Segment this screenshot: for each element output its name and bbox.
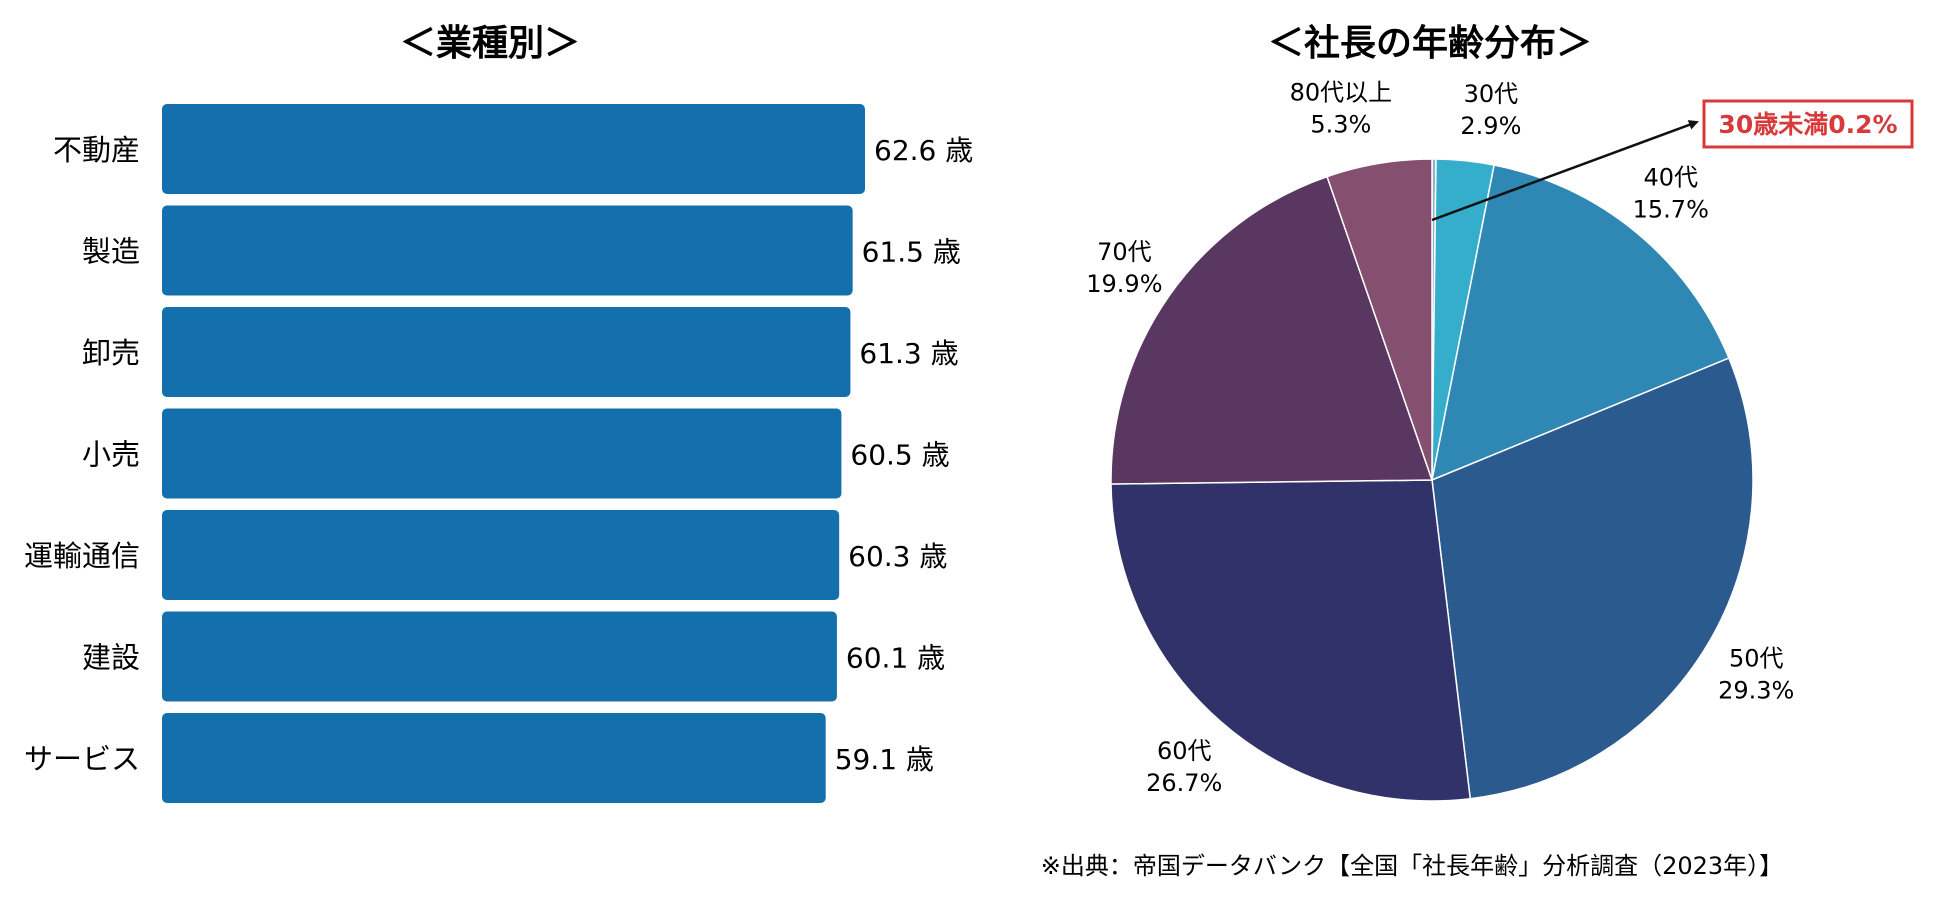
callout-text: 30歳未満0.2%	[1718, 110, 1897, 139]
bar-2	[162, 205, 853, 296]
pie-slice-3	[1430, 164, 1730, 482]
pie-label-name: 70代	[1097, 238, 1152, 266]
bar-3	[162, 307, 851, 397]
pie-slice-5	[1110, 479, 1472, 802]
pie-label-value: 26.7%	[1146, 769, 1222, 797]
bar-6	[162, 611, 837, 702]
pie-callout: 30歳未満0.2%	[1431, 99, 1914, 222]
industry-bar-chart: ＜業種別＞ 不動産 62.6 歳製造 61.5 歳卸売 61.3 歳小売 60.5 歳運…	[24, 23, 973, 803]
callout-box	[1702, 99, 1914, 149]
pie-label-value: 2.9%	[1460, 112, 1521, 140]
bar-category-label: 運輸通信	[24, 539, 140, 573]
bar-4	[162, 408, 842, 499]
bar-value-label: 61.3 歳	[859, 337, 958, 370]
bar-category-label: サービス	[24, 742, 140, 776]
pie-slice-4	[1431, 357, 1754, 800]
pie-label-group: 30代 2.9% 40代 15.7% 50代 29.3% 60代 26.7% 70代 19.9% 8…	[1086, 78, 1794, 797]
pie-label-name: 80代以上	[1290, 78, 1393, 106]
bar-value-label: 60.5 歳	[850, 439, 949, 472]
bar-value-label: 61.5 歳	[862, 236, 961, 269]
bar-category-label: 小売	[82, 438, 140, 472]
bar-value-label: 62.6 歳	[874, 134, 973, 167]
bar-chart-title: ＜業種別＞	[400, 23, 580, 64]
age-distribution-pie-chart: ＜社長の年齢分布＞ 30代 2.9% 40代 15.7% 50代 29.3% 60代 26.7…	[1086, 23, 1914, 802]
pie-label-name: 60代	[1157, 737, 1212, 765]
bar-category-label: 不動産	[53, 133, 140, 167]
source-note: ※出典：帝国データバンク【全国「社長年齢」分析調査（2023年）】	[1041, 852, 1783, 880]
bar-value-label: 60.3 歳	[848, 540, 947, 573]
bar-category-label: 製造	[82, 235, 140, 269]
bar-1	[162, 104, 865, 194]
pie-label-name: 40代	[1643, 164, 1698, 192]
pie-label-value: 19.9%	[1086, 270, 1162, 298]
pie-label-value: 5.3%	[1310, 110, 1371, 138]
bar-category-label: 卸売	[82, 336, 140, 370]
bar-category-label: 建設	[82, 641, 140, 675]
bar-value-label: 59.1 歳	[835, 743, 934, 776]
bar-5	[162, 510, 840, 600]
pie-slice-6	[1110, 175, 1434, 485]
pie-label-name: 30代	[1464, 80, 1519, 108]
pie-slice-group	[1110, 158, 1754, 802]
pie-label-name: 50代	[1729, 644, 1784, 672]
pie-slice-7	[1326, 158, 1433, 481]
bar-7	[162, 713, 826, 803]
bar-value-label: 60.1 歳	[846, 642, 945, 675]
pie-label-value: 15.7%	[1633, 196, 1709, 224]
pie-label-value: 29.3%	[1718, 676, 1794, 704]
pie-chart-title: ＜社長の年齢分布＞	[1268, 23, 1592, 64]
callout-arrow	[1431, 120, 1699, 222]
